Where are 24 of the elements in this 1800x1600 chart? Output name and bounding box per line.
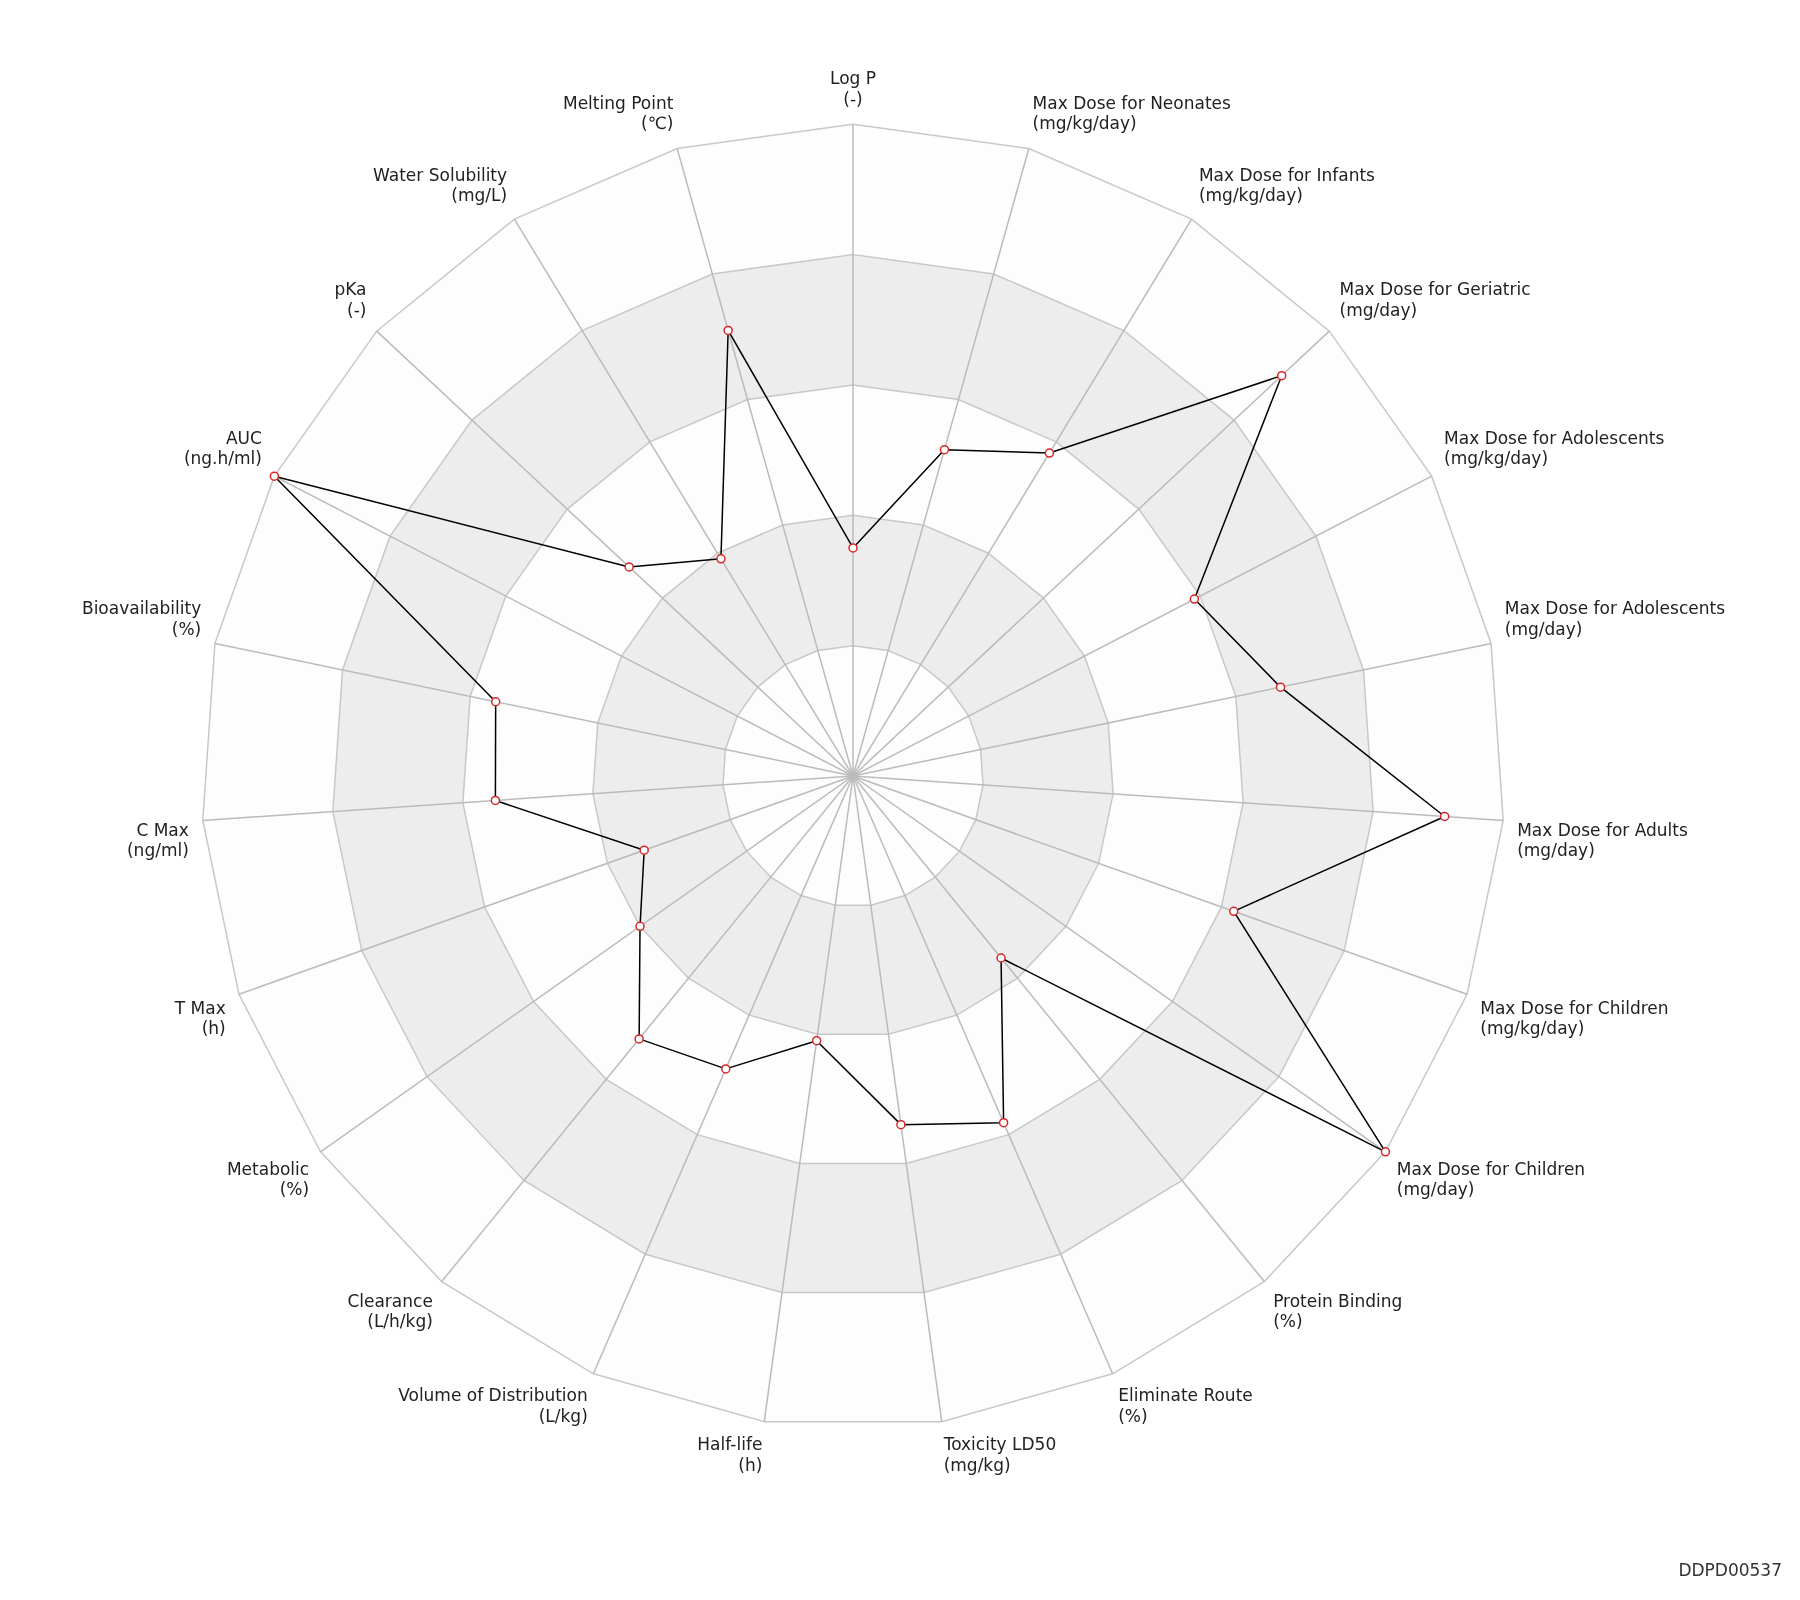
spoke-label: Max Dose for Adults (mg/day) [1517,820,1688,861]
spoke-label: Max Dose for Children (mg/day) [1396,1158,1586,1199]
spoke-label: T Max (h) [173,997,226,1038]
spoke-label: Melting Point (℃) [562,92,674,134]
spoke-label: Clearance (L/h/kg) [347,1291,433,1332]
spoke-label: Water Solubility (mg/L) [373,165,508,206]
spoke-label: Max Dose for Children (mg/kg/day) [1480,997,1669,1038]
spoke-label: pKa (-) [334,279,367,320]
spoke-label: AUC (ng.h/ml) [183,427,262,468]
spoke-label: Metabolic (%) [226,1158,310,1199]
text: DDPD00537 [1678,1560,1782,1580]
spoke-label: Max Dose for Neonates (mg/kg/day) [1032,92,1232,134]
spoke-label: Log P (-) [829,68,877,109]
spoke-label: Max Dose for Adolescents (mg/day) [1504,598,1726,639]
spoke-label: Max Dose for Adolescents (mg/kg/day) [1444,427,1665,468]
spoke-label: C Max (ng/ml) [126,820,189,861]
spoke-label: Max Dose for Infants (mg/kg/day) [1198,165,1376,206]
spoke-label: Protein Binding (%) [1273,1291,1403,1332]
spoke-label: Eliminate Route (%) [1118,1385,1253,1426]
spoke-label: Bioavailability (%) [81,598,202,639]
spoke-label: Toxicity LD50 (mg/kg) [942,1434,1057,1475]
spoke-label: Volume of Distribution (L/kg) [398,1385,588,1426]
spoke-label: Half-life (h) [697,1434,763,1475]
spoke-label: Max Dose for Geriatric (mg/day) [1339,279,1531,320]
